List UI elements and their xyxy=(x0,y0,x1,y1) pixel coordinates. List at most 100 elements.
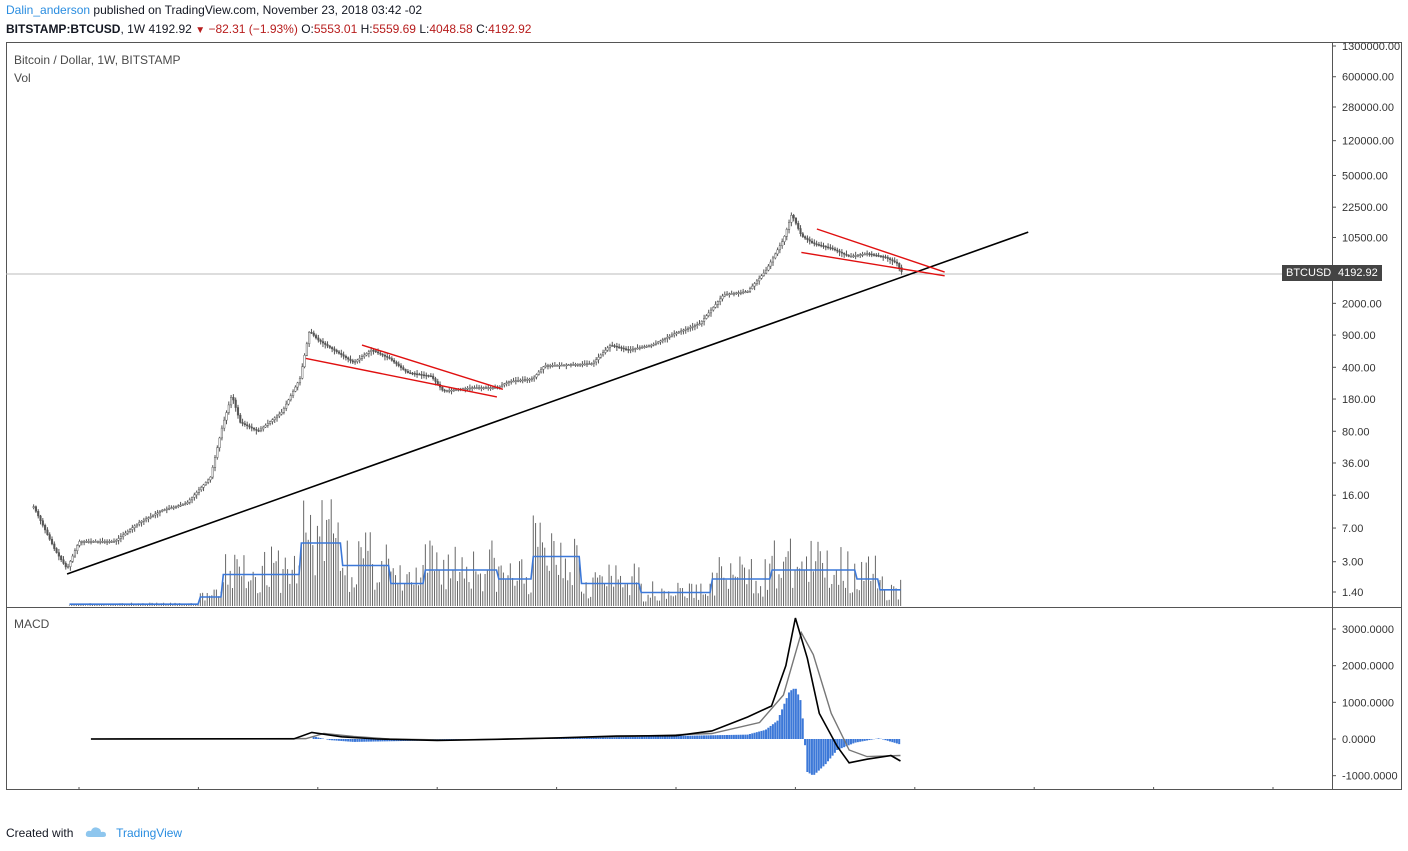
candle-body xyxy=(197,489,201,493)
macd-histogram-bar xyxy=(732,734,735,739)
macd-histogram-bar xyxy=(376,739,379,742)
candle-body xyxy=(264,424,267,428)
candle-body xyxy=(158,511,161,513)
candle-body xyxy=(530,378,533,381)
candle-body xyxy=(657,341,660,344)
price-tick-label: 120000.00 xyxy=(1342,136,1394,148)
candle-body xyxy=(177,505,180,507)
candle-body xyxy=(89,541,93,543)
candle-body xyxy=(870,253,873,256)
macd-histogram-bar xyxy=(808,739,811,774)
candle-body xyxy=(269,421,272,424)
candle-body xyxy=(565,364,568,367)
candle-body xyxy=(225,412,228,421)
candle-body xyxy=(402,367,405,370)
candle-body xyxy=(99,541,102,543)
candle-body xyxy=(613,345,616,347)
macd-histogram-bar xyxy=(785,698,788,739)
candle-body xyxy=(395,361,398,365)
candle-body xyxy=(455,389,458,391)
macd-line xyxy=(90,617,901,764)
candle-body xyxy=(739,292,742,294)
macd-histogram-bar xyxy=(813,739,816,775)
chart-area[interactable]: 1300000.00 600000.00 280000.00 120000.00 500… xyxy=(6,42,1402,790)
candle-body xyxy=(142,519,145,522)
macd-histogram-bar xyxy=(383,739,386,742)
macd-histogram-bar xyxy=(618,736,621,739)
price-tick-label: 400.00 xyxy=(1342,362,1376,374)
candle-body xyxy=(854,255,857,257)
macd-histogram-bar xyxy=(581,737,584,739)
macd-histogram-bar xyxy=(381,739,384,742)
macd-histogram-bar xyxy=(792,688,795,739)
candle-body xyxy=(321,341,324,344)
macd-histogram-bar xyxy=(691,735,694,739)
price-tick-label: 1300000.00 xyxy=(1342,42,1400,53)
candle-body xyxy=(354,361,357,363)
candle-body xyxy=(542,366,545,370)
candle-body xyxy=(680,330,683,333)
candle-body xyxy=(441,386,444,391)
candle-body xyxy=(280,412,283,415)
candle-body xyxy=(285,403,288,409)
macd-histogram-bar xyxy=(654,736,657,739)
macd-histogram-bar xyxy=(331,739,334,741)
macd-histogram-bar xyxy=(822,739,825,767)
candle-body xyxy=(537,371,540,375)
candle-body xyxy=(847,255,850,257)
macd-histogram-bar xyxy=(592,737,595,739)
macd-histogram-bar xyxy=(337,739,340,741)
candle-body xyxy=(866,253,869,255)
candle-body xyxy=(615,345,618,348)
macd-histogram-bar xyxy=(365,739,368,742)
macd-histogram-bar xyxy=(686,735,689,739)
candle-body xyxy=(363,354,366,357)
candle-body xyxy=(232,397,235,401)
macd-histogram-bar xyxy=(661,736,664,739)
candle-body xyxy=(108,541,111,543)
candle-body xyxy=(794,217,798,224)
candle-body xyxy=(627,349,630,351)
candle-body xyxy=(765,269,768,274)
macd-histogram-bar xyxy=(650,736,653,739)
tradingview-link[interactable]: TradingView xyxy=(116,826,183,840)
macd-histogram-bar xyxy=(629,736,632,739)
candle-body xyxy=(629,349,632,351)
candle-body xyxy=(335,350,338,353)
candle-body xyxy=(730,293,733,295)
price-tick-label: 7.00 xyxy=(1342,523,1363,535)
candle-body xyxy=(551,365,554,367)
macd-histogram-bar xyxy=(356,739,359,742)
macd-histogram-bar xyxy=(645,736,648,739)
candle-body xyxy=(53,543,56,549)
candle-body xyxy=(450,389,453,392)
candle-body xyxy=(510,380,513,383)
candle-body xyxy=(684,328,687,331)
price-tick-label: 600000.00 xyxy=(1342,72,1394,84)
macd-tick-label: 3000.0000 xyxy=(1342,624,1394,636)
candle-body xyxy=(579,363,582,366)
macd-histogram-bar xyxy=(806,739,809,772)
candle-body xyxy=(817,244,820,246)
candle-body xyxy=(774,253,777,259)
macd-histogram-bar xyxy=(319,738,322,739)
macd-histogram-bar xyxy=(774,722,777,739)
candle-body xyxy=(301,366,304,379)
macd-histogram-bar xyxy=(728,734,731,739)
candle-body xyxy=(165,508,168,511)
candle-body xyxy=(595,359,598,363)
close-label: C: xyxy=(476,22,489,36)
candle-body xyxy=(585,363,589,366)
candle-body xyxy=(60,555,63,561)
macd-histogram-bar xyxy=(854,739,857,743)
candle-body xyxy=(468,387,471,390)
author-link[interactable]: Dalin_anderson xyxy=(6,3,91,17)
macd-histogram-bar xyxy=(680,735,683,739)
chart-canvas[interactable]: 1300000.00 600000.00 280000.00 120000.00 500… xyxy=(6,42,1402,790)
candle-body xyxy=(664,338,667,340)
candle-body xyxy=(115,540,118,542)
candle-body xyxy=(156,512,159,515)
candle-body xyxy=(370,349,373,353)
candle-body xyxy=(413,373,416,375)
candle-body xyxy=(296,382,299,388)
